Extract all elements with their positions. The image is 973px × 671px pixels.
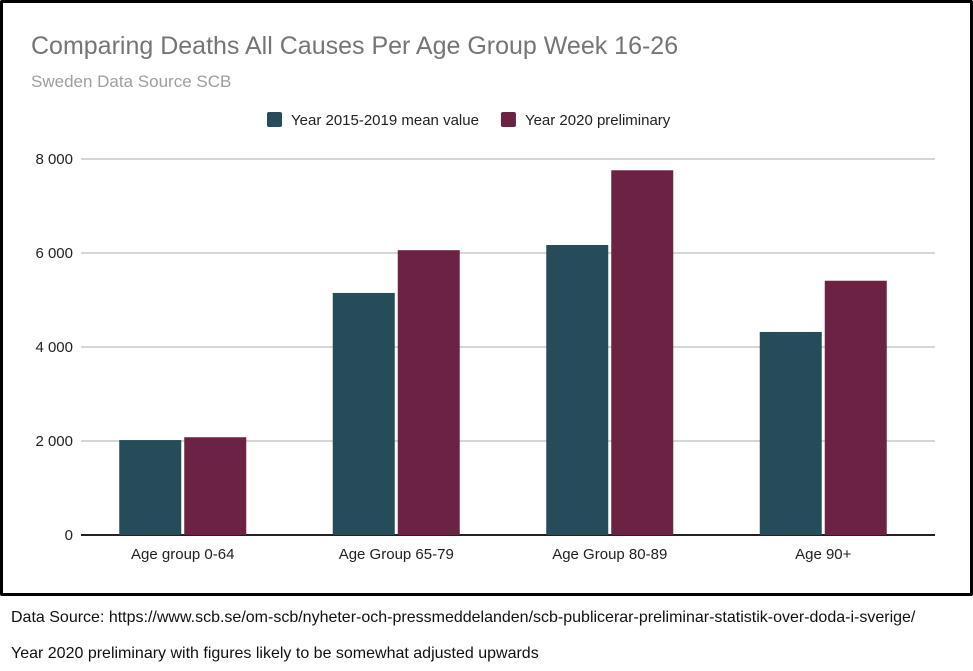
bar-age-90-year-2020-preliminary	[824, 280, 887, 535]
chart-x-tick-labels: Age group 0-64 Age Group 65-79 Age Group 8…	[131, 546, 852, 563]
preliminary-note-caption: Year 2020 preliminary with figures likel…	[11, 645, 539, 662]
data-source-caption: Data Source: https://www.scb.se/om-scb/n…	[11, 609, 916, 626]
chart-frame: Comparing Deaths All Causes Per Age Grou…	[0, 0, 973, 596]
y-tick-label-6000: 6 000	[35, 245, 73, 262]
x-tick-label-age-group-80-89: Age Group 80-89	[552, 546, 667, 563]
x-tick-label-age-group-0-64: Age group 0-64	[131, 546, 234, 563]
x-tick-label-age-group-65-79: Age Group 65-79	[339, 546, 454, 563]
legend-label-year-2015-2019-mean-value: Year 2015-2019 mean value	[291, 112, 479, 129]
y-tick-label-2000: 2 000	[35, 433, 73, 450]
bar-age-group-0-64-year-2020-preliminary	[184, 437, 247, 535]
chart-bars	[119, 170, 887, 535]
y-tick-label-0: 0	[65, 527, 73, 544]
legend-swatch-year-2015-2019-mean-value	[267, 112, 282, 127]
legend-label-year-2020-preliminary: Year 2020 preliminary	[525, 112, 671, 129]
chart-title: Comparing Deaths All Causes Per Age Grou…	[31, 32, 678, 60]
x-tick-label-age-90: Age 90+	[795, 546, 852, 563]
bar-age-group-80-89-year-2020-preliminary	[611, 170, 674, 535]
bar-age-90-year-2015-2019-mean-value	[759, 331, 822, 535]
bar-age-group-65-79-year-2015-2019-mean-value	[332, 292, 395, 535]
legend-swatch-year-2020-preliminary	[500, 112, 516, 127]
bar-age-group-0-64-year-2015-2019-mean-value	[119, 440, 182, 535]
chart-legend: Year 2015-2019 mean value Year 2020 preli…	[267, 112, 671, 129]
y-tick-label-4000: 4 000	[35, 339, 73, 356]
bar-chart: Comparing Deaths All Causes Per Age Grou…	[31, 32, 935, 563]
bar-age-group-80-89-year-2015-2019-mean-value	[546, 245, 609, 535]
chart-subtitle: Sweden Data Source SCB	[31, 72, 231, 91]
bar-age-group-65-79-year-2020-preliminary	[397, 250, 460, 535]
y-tick-label-8000: 8 000	[35, 151, 73, 168]
